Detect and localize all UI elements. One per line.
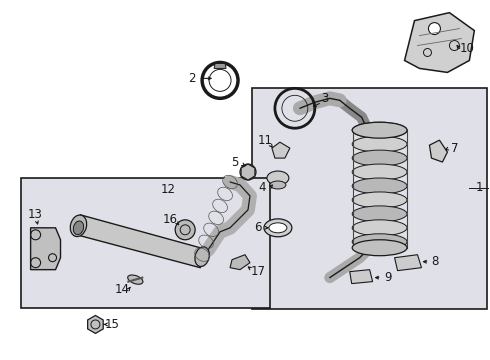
Text: 10: 10 [460, 42, 475, 55]
Text: 5: 5 [231, 156, 239, 168]
Text: 12: 12 [161, 184, 176, 197]
Text: 13: 13 [28, 208, 43, 221]
Polygon shape [230, 255, 250, 270]
Text: 15: 15 [105, 318, 120, 331]
Text: 16: 16 [163, 213, 178, 226]
Ellipse shape [352, 234, 407, 250]
Ellipse shape [352, 164, 407, 180]
Ellipse shape [70, 215, 87, 237]
Text: 2: 2 [188, 72, 196, 85]
Ellipse shape [352, 206, 407, 222]
Circle shape [240, 164, 256, 180]
Text: 14: 14 [115, 283, 130, 296]
Text: 17: 17 [250, 265, 266, 278]
Ellipse shape [264, 219, 292, 237]
Ellipse shape [269, 223, 287, 233]
Polygon shape [214, 63, 226, 68]
Polygon shape [241, 164, 255, 180]
Ellipse shape [195, 247, 209, 266]
Text: 7: 7 [451, 141, 458, 155]
Polygon shape [350, 270, 372, 284]
Polygon shape [429, 140, 447, 162]
Polygon shape [88, 315, 103, 333]
Ellipse shape [352, 150, 407, 166]
Ellipse shape [270, 181, 286, 189]
Ellipse shape [352, 122, 407, 138]
Ellipse shape [267, 171, 289, 185]
Ellipse shape [352, 240, 407, 256]
Polygon shape [405, 13, 474, 72]
Text: 8: 8 [431, 255, 438, 268]
Polygon shape [30, 228, 61, 270]
Ellipse shape [352, 122, 407, 138]
Circle shape [175, 220, 195, 240]
Ellipse shape [352, 192, 407, 208]
Text: 11: 11 [257, 134, 272, 147]
Bar [21, 178, 270, 307]
Polygon shape [272, 142, 290, 158]
Polygon shape [394, 255, 421, 271]
Text: 9: 9 [384, 271, 392, 284]
Circle shape [428, 23, 441, 35]
Text: 6: 6 [254, 221, 262, 234]
Polygon shape [73, 215, 205, 268]
Text: 1: 1 [476, 181, 483, 194]
Bar [252, 88, 488, 310]
Ellipse shape [74, 221, 84, 235]
Ellipse shape [128, 275, 143, 284]
Ellipse shape [352, 178, 407, 194]
Text: 3: 3 [321, 92, 328, 105]
Ellipse shape [352, 136, 407, 152]
Text: 4: 4 [258, 181, 266, 194]
Ellipse shape [352, 220, 407, 236]
